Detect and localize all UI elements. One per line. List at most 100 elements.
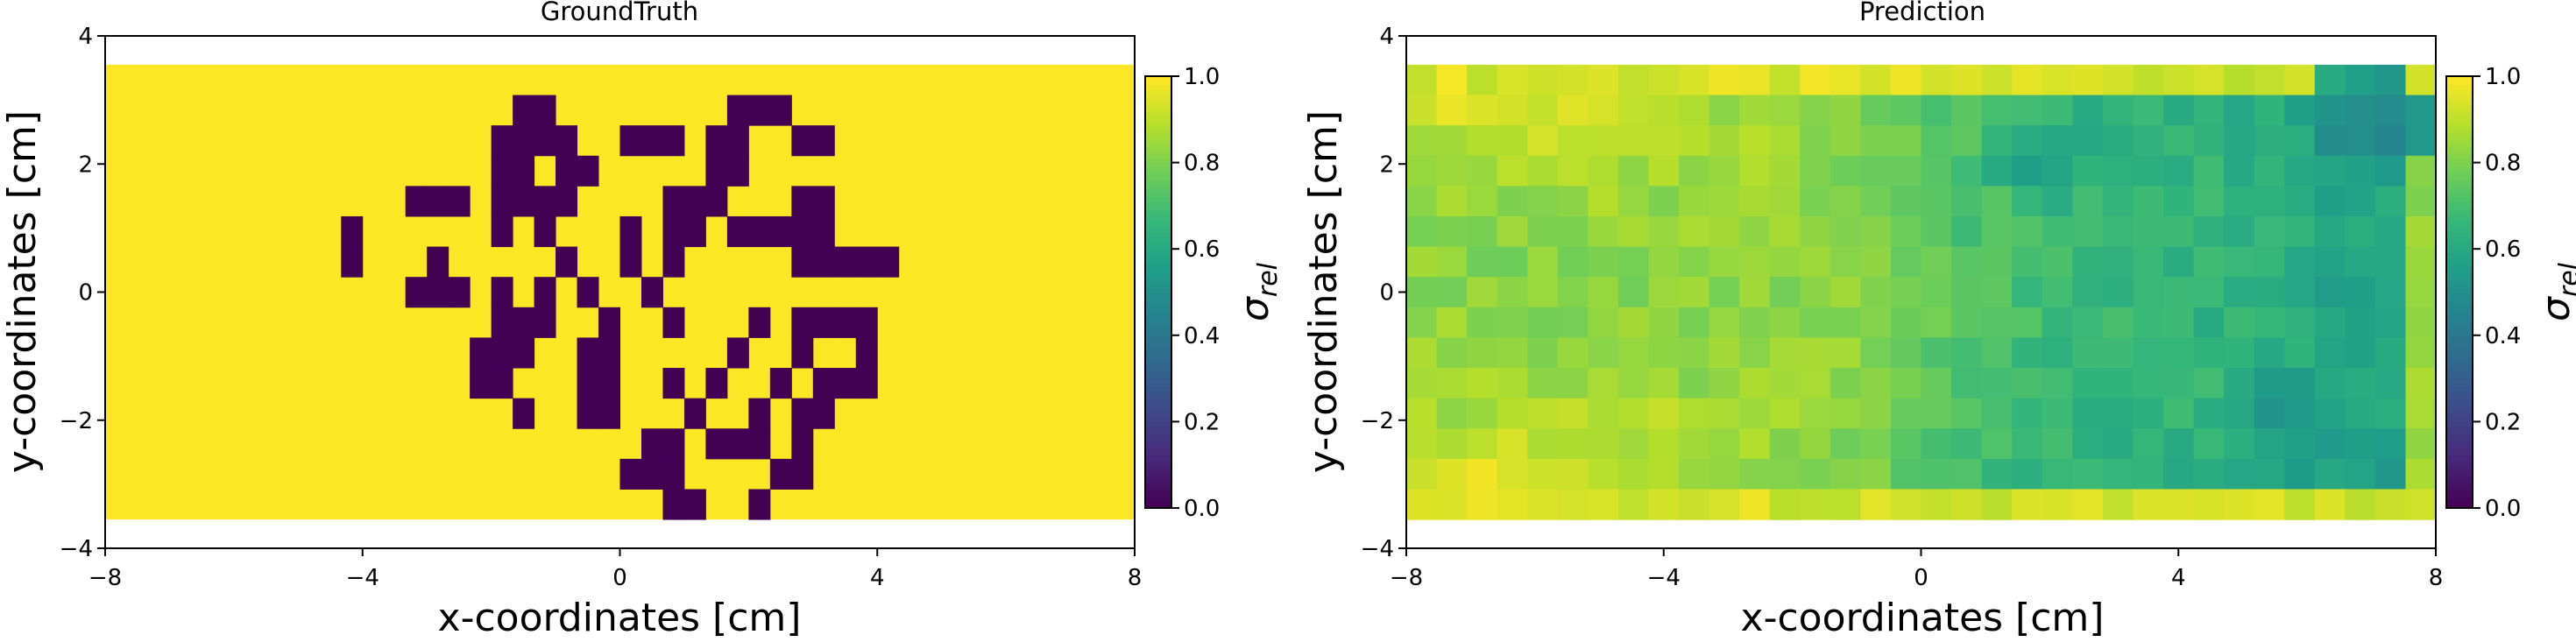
colorbar-segment: [2446, 145, 2473, 151]
heatmap-cell: [2133, 458, 2164, 490]
colorbar-segment: [1145, 370, 1171, 375]
heatmap-cell: [2345, 428, 2376, 460]
colorbar-segment: [2446, 106, 2473, 112]
colorbar-segment: [2446, 227, 2473, 233]
colorbar-segment: [2446, 365, 2473, 370]
heatmap-cell: [2314, 458, 2346, 490]
heatmap-cell: [2254, 458, 2285, 490]
heatmap-cell: [1497, 125, 1528, 157]
heatmap-cell: [1436, 64, 1468, 96]
colorbar-segment: [2446, 499, 2473, 504]
colorbar-segment: [2446, 451, 2473, 457]
colorbar-segment: [2446, 244, 2473, 250]
colorbar-tick-label: 0.2: [1184, 409, 1220, 435]
colorbar-segment: [2446, 153, 2473, 159]
heatmap-cell: [427, 186, 449, 217]
colorbar-segment: [2446, 300, 2473, 306]
heatmap-cell: [1617, 246, 1650, 278]
heatmap-cell: [2162, 428, 2195, 460]
colorbar-segment: [2446, 76, 2473, 81]
heatmap-cell: [1981, 125, 2013, 157]
heatmap-cell: [1588, 95, 1619, 126]
y-tick-label: 4: [1379, 24, 1394, 50]
heatmap-cell: [1436, 155, 1468, 187]
colorbar-segment: [1145, 258, 1171, 263]
heatmap-cell: [2133, 368, 2164, 399]
heatmap-cell: [2042, 489, 2073, 520]
heatmap-cell: [1679, 186, 1710, 217]
colorbar-segment: [1145, 84, 1171, 90]
heatmap-cell: [1436, 368, 1468, 399]
heatmap-cell: [812, 368, 835, 399]
heatmap-cell: [2102, 458, 2134, 490]
heatmap-cell: [640, 277, 663, 308]
heatmap-cell: [1800, 428, 1831, 460]
colorbar-segment: [1145, 439, 1171, 444]
heatmap-cell: [2374, 186, 2407, 217]
heatmap-cell: [2314, 398, 2346, 429]
heatmap-cell: [1739, 428, 1771, 460]
heatmap-cell: [2072, 277, 2104, 308]
heatmap-cell: [1436, 186, 1468, 217]
heatmap-cell: [1617, 186, 1650, 217]
heatmap-cell: [2133, 246, 2164, 278]
heatmap-cell: [748, 398, 771, 429]
heatmap-cell: [662, 246, 685, 278]
colorbar-label: σrel: [2534, 262, 2576, 321]
heatmap-cell: [427, 277, 449, 308]
heatmap-cell: [2102, 428, 2134, 460]
heatmap-cell: [2254, 155, 2285, 187]
colorbar-segment: [2446, 490, 2473, 496]
heatmap-cell: [2254, 186, 2285, 217]
heatmap-cell: [1951, 489, 1983, 520]
heatmap-cell: [2012, 489, 2043, 520]
heatmap-cell: [2042, 95, 2073, 126]
heatmap-cell: [1436, 398, 1468, 429]
colorbar-segment: [1145, 149, 1171, 155]
heatmap-cell: [2405, 428, 2437, 460]
heatmap-cell: [2284, 307, 2316, 339]
heatmap-cell: [2405, 337, 2437, 369]
heatmap-cell: [2224, 489, 2255, 520]
heatmap-cell: [2345, 246, 2376, 278]
colorbar-segment: [1145, 434, 1171, 440]
heatmap-cell: [1406, 398, 1438, 429]
heatmap-cell: [1648, 307, 1680, 339]
colorbar-segment: [2446, 193, 2473, 198]
heatmap-cell: [1406, 368, 1438, 399]
heatmap-cell: [2405, 368, 2437, 399]
heatmap-cell: [662, 186, 685, 217]
heatmap-cell: [1921, 458, 1952, 490]
heatmap-cell: [2193, 125, 2225, 157]
heatmap-cell: [2012, 277, 2043, 308]
heatmap-cell: [1679, 428, 1710, 460]
heatmap-cell: [834, 368, 857, 399]
heatmap-cell: [1921, 186, 1952, 217]
colorbar-tick-label: 0.4: [2485, 323, 2521, 349]
colorbar-prediction: 0.0 0.2 0.4 0.6 0.8 1.0 σrel: [2445, 64, 2576, 522]
colorbar-segment: [2446, 460, 2473, 466]
heatmap-cell: [662, 458, 685, 490]
heatmap-cell: [1829, 246, 1861, 278]
heatmap-cell: [2345, 186, 2376, 217]
heatmap-cell: [1679, 277, 1710, 308]
heatmap-cell: [640, 125, 663, 157]
heatmap-cell: [1497, 186, 1528, 217]
heatmap-cell: [1679, 125, 1710, 157]
colorbar-segment: [2446, 417, 2473, 422]
heatmap-cell: [2012, 398, 2043, 429]
heatmap-cell: [2254, 398, 2285, 429]
colorbar-tick-label: 0.0: [2485, 496, 2521, 522]
heatmap-cell: [726, 337, 749, 369]
colorbar-segment: [1145, 417, 1171, 422]
heatmap-cell: [1679, 337, 1710, 369]
heatmap-cell: [748, 215, 771, 248]
heatmap-cell: [1829, 458, 1861, 490]
heatmap-cell: [1709, 186, 1740, 217]
heatmap-cell: [2042, 64, 2073, 96]
heatmap-cell: [513, 337, 535, 369]
heatmap-cell: [1769, 337, 1801, 369]
colorbar-segment: [2446, 348, 2473, 354]
heatmap-cell: [1860, 458, 1892, 490]
heatmap-cell: [1467, 186, 1498, 217]
